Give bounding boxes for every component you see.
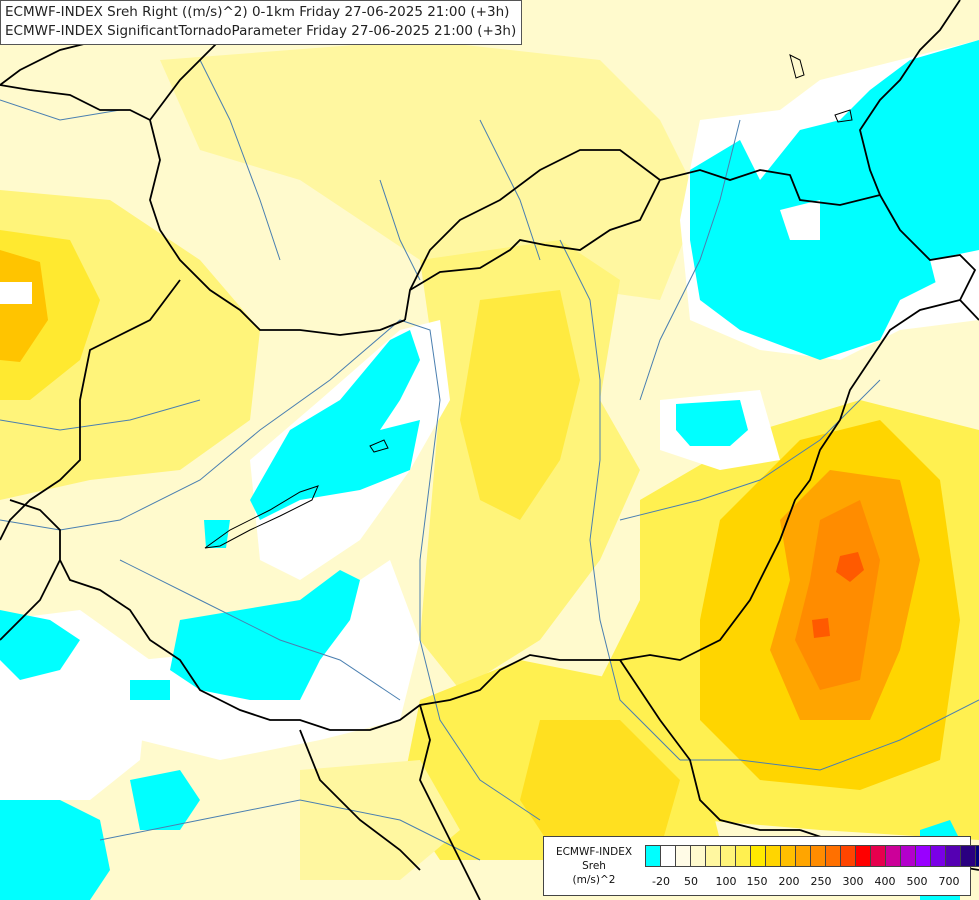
border-poland bbox=[0, 39, 101, 86]
legend-swatch bbox=[960, 845, 976, 867]
legend-title-line3: (m/s)^2 bbox=[572, 874, 616, 886]
border-austria-west bbox=[0, 279, 181, 541]
river-west-2 bbox=[0, 99, 121, 121]
legend-label: 400 bbox=[874, 875, 896, 888]
river-west-1 bbox=[0, 399, 201, 431]
river-southeast bbox=[680, 699, 979, 771]
sreh-band-cyan-southwest bbox=[0, 800, 110, 900]
sreh-spot-red-1 bbox=[836, 552, 864, 582]
legend-swatch bbox=[735, 845, 751, 867]
legend-label: 300 bbox=[842, 875, 864, 888]
legend-swatch bbox=[765, 845, 781, 867]
legend-swatch bbox=[645, 845, 661, 867]
river-north-3 bbox=[479, 119, 541, 261]
border-slovenia-croatia bbox=[0, 559, 61, 641]
legend-label: -20 bbox=[652, 875, 670, 888]
legend-swatch bbox=[810, 845, 826, 867]
sreh-band-gold-south bbox=[520, 720, 680, 860]
legend-swatch bbox=[675, 845, 691, 867]
border-north-poland-slovakia bbox=[409, 149, 661, 291]
sreh-band-cyan-west-lake bbox=[250, 330, 420, 520]
legend-swatch bbox=[690, 845, 706, 867]
legend-swatch bbox=[660, 845, 676, 867]
lake-balaton-outline bbox=[204, 485, 319, 549]
header-line-stp: ECMWF-INDEX SignificantTornadoParameter … bbox=[5, 23, 517, 39]
sreh-spot-white-west bbox=[0, 282, 32, 304]
sreh-band-darkorange-southeast bbox=[795, 500, 880, 690]
legend-title-line1: ECMWF-INDEX bbox=[555, 846, 633, 858]
border-slovakia-austria bbox=[0, 84, 406, 336]
river-tisza bbox=[559, 239, 681, 761]
legend-swatch bbox=[705, 845, 721, 867]
sreh-band-cyan-southwest-2 bbox=[130, 770, 200, 830]
sreh-spot-white-northeast-1 bbox=[780, 200, 820, 240]
sreh-band-pale-north bbox=[160, 40, 700, 300]
river-sava bbox=[99, 799, 481, 861]
legend-label: 100 bbox=[715, 875, 737, 888]
legend-swatch bbox=[795, 845, 811, 867]
legend-swatch bbox=[825, 845, 841, 867]
sreh-spot-cyan-small-1 bbox=[204, 520, 230, 548]
legend-label: 500 bbox=[906, 875, 928, 888]
border-ukraine-romania bbox=[959, 299, 979, 321]
legend-swatch bbox=[750, 845, 766, 867]
legend-swatch bbox=[900, 845, 916, 867]
lake-small-1 bbox=[369, 439, 389, 453]
legend-swatch bbox=[840, 845, 856, 867]
legend-swatch bbox=[885, 845, 901, 867]
sreh-spot-red-2 bbox=[812, 618, 830, 638]
legend-label-row: -20 50 100 150 200 250 300 400 500 700 bbox=[644, 875, 969, 889]
sreh-spot-cyan-small-2 bbox=[130, 680, 170, 700]
river-northeast bbox=[639, 119, 741, 401]
legend-swatch bbox=[930, 845, 946, 867]
header-line-sreh: ECMWF-INDEX Sreh Right ((m/s)^2) 0-1km F… bbox=[5, 4, 510, 20]
sreh-band-orange-west bbox=[0, 250, 48, 362]
border-ukraine bbox=[859, 0, 961, 196]
color-legend: ECMWF-INDEX Sreh (m/s)^2 -20 50 100 150 200 2… bbox=[543, 836, 979, 896]
sreh-band-gold-central bbox=[460, 290, 580, 520]
legend-swatch bbox=[720, 845, 736, 867]
sreh-band-cyan-east-blob bbox=[676, 400, 748, 446]
legend-swatch bbox=[870, 845, 886, 867]
river-danube bbox=[0, 319, 541, 821]
legend-swatch bbox=[855, 845, 871, 867]
legend-swatch bbox=[915, 845, 931, 867]
lake-small-2 bbox=[789, 54, 805, 79]
sreh-band-cyan-northeast bbox=[690, 40, 979, 360]
sreh-band-pale-southwest bbox=[300, 760, 460, 880]
legend-label: 200 bbox=[778, 875, 800, 888]
legend-label: 50 bbox=[684, 875, 698, 888]
border-croatia-serbia bbox=[419, 704, 481, 900]
legend-title: ECMWF-INDEX Sreh (m/s)^2 bbox=[548, 845, 640, 887]
legend-label: 700 bbox=[938, 875, 960, 888]
river-drava bbox=[119, 559, 401, 701]
legend-label: 250 bbox=[810, 875, 832, 888]
legend-swatch-bar bbox=[645, 845, 979, 867]
river-north-1 bbox=[199, 59, 281, 261]
legend-swatch bbox=[780, 845, 796, 867]
legend-label: 150 bbox=[746, 875, 768, 888]
legend-title-line2: Sreh bbox=[582, 860, 606, 872]
border-romania-serbia bbox=[619, 659, 800, 831]
sreh-band-cyan-south bbox=[170, 570, 360, 700]
border-hungary bbox=[9, 169, 977, 731]
legend-swatch bbox=[945, 845, 961, 867]
river-north-2 bbox=[379, 179, 421, 281]
border-bosnia bbox=[299, 729, 421, 871]
sreh-band-cyan-west bbox=[0, 610, 80, 680]
lake-small-3 bbox=[834, 109, 853, 123]
map-header: ECMWF-INDEX Sreh Right ((m/s)^2) 0-1km F… bbox=[0, 0, 523, 45]
legend-swatch bbox=[975, 845, 979, 867]
